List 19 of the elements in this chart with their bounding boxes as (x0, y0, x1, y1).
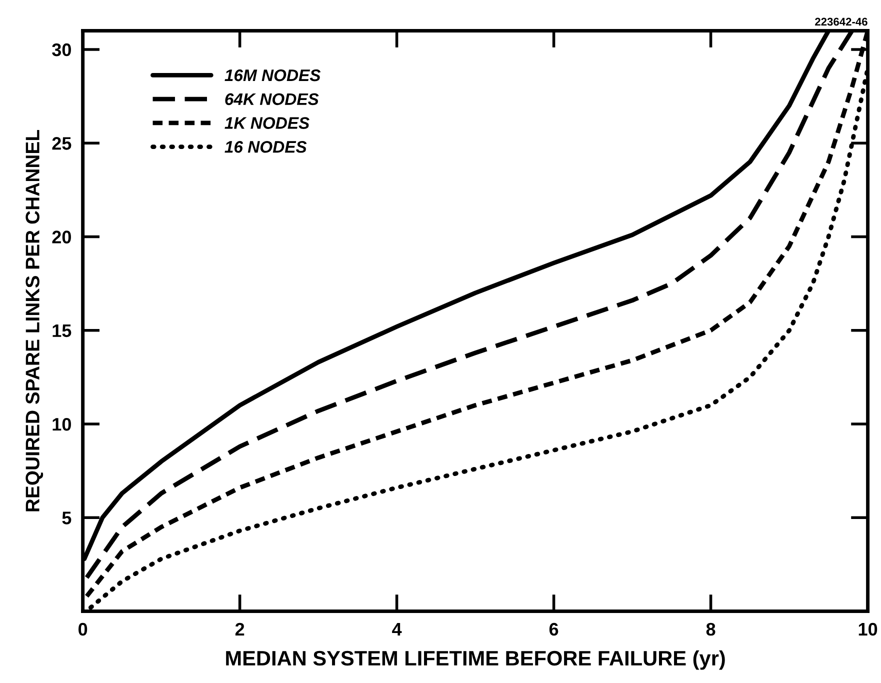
x-tick-label: 10 (858, 622, 878, 636)
x-tick-label: 8 (706, 622, 716, 636)
y-tick-label: 20 (52, 230, 71, 244)
text: 223642-46 (815, 18, 868, 26)
x-axis-title: MEDIAN SYSTEM LIFETIME BEFORE FAILURE (yr) (226, 650, 725, 670)
x-tick-label: 4 (392, 623, 402, 636)
x-tick-label: 2 (235, 622, 244, 636)
y-tick-label: 25 (52, 137, 72, 150)
x-tick-label: 6 (549, 622, 558, 636)
x-tick-label: 0 (78, 622, 88, 636)
y-tick-label: 15 (52, 324, 72, 338)
legend-label: 1K NODES (224, 117, 310, 129)
legend-label: 16M NODES (224, 69, 321, 82)
y-tick-label: 30 (52, 43, 71, 56)
legend-label: 16 NODES (224, 141, 307, 153)
y-tick-label: 5 (62, 512, 72, 524)
y-axis-title: REQUIRED SPARE LINKS PER CHANNEL (26, 130, 44, 512)
legend-label: 64K NODES (225, 93, 319, 106)
y-tick-label: 10 (52, 418, 71, 431)
